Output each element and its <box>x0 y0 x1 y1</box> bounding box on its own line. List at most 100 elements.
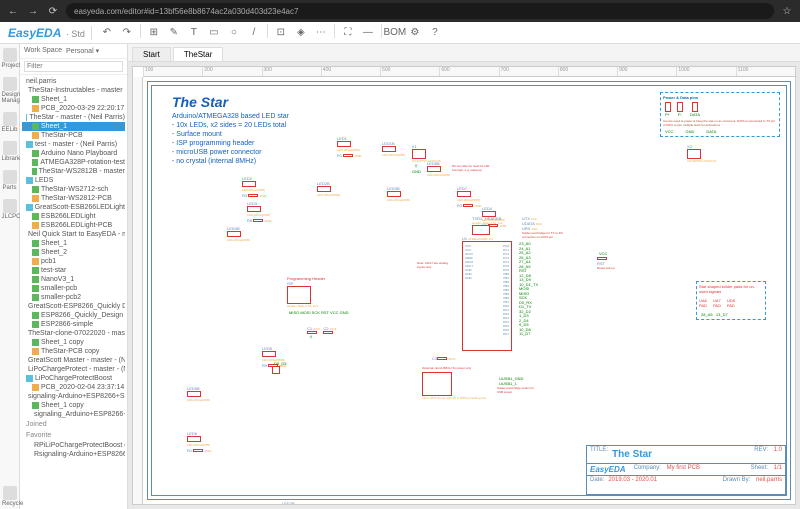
url-bar[interactable]: easyeda.com/editor#id=13bf56e8b8674ac2a0… <box>66 3 774 19</box>
tree-item[interactable]: signaling-Arduino+ESP8266+Shift <box>22 392 125 401</box>
tree-item[interactable]: test - master - (Neil Parris) <box>22 140 125 149</box>
tree-user[interactable]: neil.parris <box>22 77 125 86</box>
tree-group[interactable]: Favorite <box>22 430 125 441</box>
tree-item[interactable]: GreatScott-ESP8266_Quickly Design <box>22 302 125 311</box>
comp-caps: C1 22nF C2 22nF ⏚ <box>307 326 337 340</box>
tool-◈[interactable]: ◈ <box>292 24 310 42</box>
sheet-border: The Star Arduino/ATMEGA328 based LED sta… <box>147 81 791 500</box>
tree-item[interactable]: Sheet_1 <box>22 95 125 104</box>
tab-TheStar[interactable]: TheStar <box>173 47 223 61</box>
comp-LED3B: LED3BLED-White(0805) <box>387 186 410 202</box>
reset-pullup: VCC RST Reset pull-up <box>597 251 615 270</box>
tool-↶[interactable]: ↶ <box>98 24 116 42</box>
tree-item[interactable]: GreatScott-ESB266LEDLight <box>22 203 125 212</box>
rail-parts[interactable]: Parts <box>2 170 18 191</box>
tree-item[interactable]: LiPoChargeProtectBoost <box>22 374 125 383</box>
tree-item[interactable]: ESB266LEDLight-PCB <box>22 221 125 230</box>
analog-note: Note: A6/A7 are analog inputs only <box>417 261 452 269</box>
back-button[interactable]: ← <box>6 4 20 18</box>
tree-item[interactable]: smaller-pcb2 <box>22 293 125 302</box>
tool-⚙[interactable]: ⚙ <box>406 24 424 42</box>
usb-pads: UUSB1_GND UUSB1_1 Solder pad bridge opti… <box>497 376 537 394</box>
comp-usb: Optional microUSB for 5v power only micr… <box>422 366 492 400</box>
rail-recycle[interactable]: Recycle <box>2 486 18 507</box>
comp-txrx: TXRX_HEADER Header-Male-2.54_1x2 <box>472 216 503 235</box>
d9-pad: D9_D5 <box>272 361 288 374</box>
tree-item[interactable]: TheStar-PCB copy <box>22 347 125 356</box>
workspace-tab[interactable]: Work Space <box>24 47 62 55</box>
tree-item[interactable]: GreatScott Master - master - (Neil <box>22 356 125 365</box>
rail-eelib[interactable]: EELib <box>2 112 18 133</box>
comp-LED2B: LED2BLED-White(0805) <box>317 181 340 197</box>
tree-item[interactable]: TheStar-WS2812B - master <box>22 167 125 176</box>
tree-item[interactable]: PCB_2020-02-04 23:37:14 <box>22 383 125 392</box>
tree-item[interactable]: TheStar-WS2812-PCB <box>22 194 125 203</box>
comp-U1: U1 ATMEGA328P-AU VCCVCCAVCCAREFADC6ADC7G… <box>462 236 512 351</box>
tree-group[interactable]: Joined <box>22 419 125 430</box>
tree-item[interactable]: Sheet_1 copy <box>22 338 125 347</box>
filter-input[interactable] <box>24 61 123 72</box>
schematic-title: The Star Arduino/ATMEGA328 based LED sta… <box>172 94 289 167</box>
tool-↷[interactable]: ↷ <box>118 24 136 42</box>
star-icon[interactable]: ☆ <box>780 4 794 18</box>
tree-item[interactable]: LiPoChargeProtect - master - (Neil <box>22 365 125 374</box>
rail-lib[interactable]: Libraries <box>2 141 18 162</box>
title-block: TITLE:The Star REV: 1.0 EasyEDA Company:… <box>586 445 786 495</box>
app-logo: EasyEDA · Std <box>8 24 85 42</box>
tree-item[interactable]: TheStar-PCB <box>22 131 125 140</box>
tree-item[interactable]: Sheet_1 <box>22 239 125 248</box>
schematic-canvas[interactable]: The Star Arduino/ATMEGA328 based LED sta… <box>152 86 786 443</box>
tree-item[interactable]: TheStar - master - (Neil Parris) <box>22 113 125 122</box>
tree-item[interactable]: ESP2866-simple <box>22 320 125 329</box>
tree-item[interactable]: TheStar-clone-07022020 - master <box>22 329 125 338</box>
tree-item[interactable]: ESB266LEDLight <box>22 212 125 221</box>
d2-note: D2 can also be used for HW interrupt, e.… <box>452 164 492 172</box>
tree-item[interactable]: test-star <box>22 266 125 275</box>
tree-item[interactable]: RPiLiPoChargeProtectBoost copy <box>22 441 125 450</box>
tree-item[interactable]: NanoV3_1 <box>22 275 125 284</box>
reload-button[interactable]: ⟳ <box>46 4 60 18</box>
tool-⋯[interactable]: ⋯ <box>312 24 330 42</box>
tree-item[interactable]: TheStar-WS2712-sch <box>22 185 125 194</box>
tool-/[interactable]: / <box>245 24 263 42</box>
comp-K2: K2 K2-1107ST-A4SW-06 <box>687 144 716 163</box>
tree-item[interactable]: signaling_Arduino+ESP8266+Shi <box>22 410 125 419</box>
tree-item[interactable]: smaller-pcb <box>22 284 125 293</box>
comp-LED2: LED2LED-White(0805)R3 150R <box>242 176 267 198</box>
tree-item[interactable]: Sheet_1 copy <box>22 401 125 410</box>
tree-item[interactable]: ESP8266_Quickly_Design <box>22 311 125 320</box>
tool-⛶[interactable]: ⛶ <box>339 24 357 42</box>
tool-✎[interactable]: ✎ <box>165 24 183 42</box>
comp-LED3: LED3LED-White(0805)R5 150R <box>247 201 272 223</box>
tree-item[interactable]: TheStar-Instructables - master - (N <box>22 86 125 95</box>
tool-T[interactable]: T <box>185 24 203 42</box>
tool-—[interactable]: — <box>359 24 377 42</box>
tool-BOM[interactable]: BOM <box>386 24 404 42</box>
tree-item[interactable]: Arduino Nano Playboard <box>22 149 125 158</box>
tree-item[interactable]: Sheet_1 <box>22 122 125 131</box>
tree-item[interactable]: pcb1 <box>22 257 125 266</box>
tree-item[interactable]: Sheet_2 <box>22 248 125 257</box>
tool-⊡[interactable]: ⊡ <box>272 24 290 42</box>
tree-item[interactable]: LEDS <box>22 176 125 185</box>
forward-button[interactable]: → <box>26 4 40 18</box>
tool-▭[interactable]: ▭ <box>205 24 223 42</box>
tool-⊞[interactable]: ⊞ <box>145 24 163 42</box>
ruler-vertical <box>133 77 143 504</box>
rail-project[interactable]: Project <box>2 48 18 69</box>
comp-LED7: LED7LED-White(0805)R3 150R <box>457 186 482 208</box>
comp-LED5B: LED5BLED-White(0805) <box>187 386 210 402</box>
tree-item[interactable]: PCB_2020-03-29 22:20:17 <box>22 104 125 113</box>
tab-Start[interactable]: Start <box>132 47 171 61</box>
rail-jlc[interactable]: JLCPCB <box>2 199 18 220</box>
tree-item[interactable]: Rsignaling-Arduino+ESP8266+Shif <box>22 450 125 459</box>
utx-pads: UTX PAD UDATA PAD URX PAD Solder pad bri… <box>522 216 572 239</box>
tree-item[interactable]: ATMEGA328P-rotation-test <box>22 158 125 167</box>
tool-?[interactable]: ? <box>426 24 444 42</box>
comp-LED1: LED1LED-White(0805)R1 150R <box>337 136 362 158</box>
tree-item[interactable]: Neil Quick Start to EasyEDA - mast <box>22 230 125 239</box>
tool-○[interactable]: ○ <box>225 24 243 42</box>
personal-dropdown[interactable]: Personal ▾ <box>66 47 99 55</box>
power-data-note: Power & Data pins P+ P- DATA Can be used… <box>660 92 780 137</box>
rail-design[interactable]: Design Manager <box>2 77 18 104</box>
